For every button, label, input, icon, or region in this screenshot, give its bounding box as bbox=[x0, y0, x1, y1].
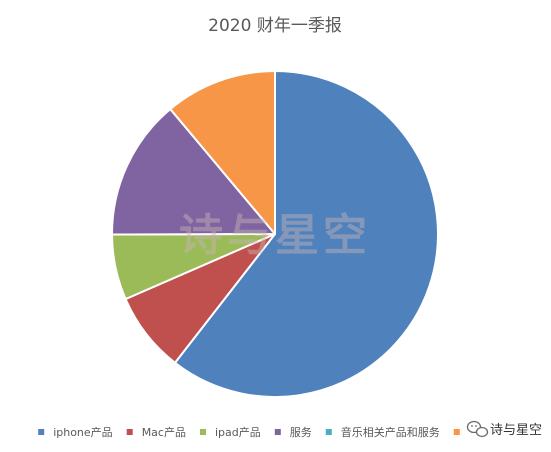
legend-marker-2 bbox=[200, 429, 206, 435]
pie-slices bbox=[110, 70, 439, 398]
legend-marker-0 bbox=[38, 429, 45, 435]
pie-slice-3 bbox=[110, 108, 276, 236]
legend-item-2: ipad产品 bbox=[200, 425, 261, 439]
chart-title: 2020 财年一季报 bbox=[208, 16, 342, 36]
legend-label-3: 服务 bbox=[290, 426, 312, 439]
legend-label-1: Mac产品 bbox=[142, 425, 186, 439]
legend-label-0: iphone产品 bbox=[53, 425, 112, 439]
legend-item-4: 音乐相关产品和服务 bbox=[325, 425, 440, 439]
legend-item-3: 服务 bbox=[274, 426, 312, 439]
legend-label-2: ipad产品 bbox=[215, 425, 261, 439]
badge-label: 诗与星空 bbox=[490, 423, 542, 438]
watermark: 诗与星空 bbox=[179, 210, 371, 261]
legend-marker-1 bbox=[126, 429, 133, 435]
legend-item-1: Mac产品 bbox=[126, 425, 186, 439]
legend-marker-5 bbox=[453, 429, 460, 435]
legend-marker-4 bbox=[325, 429, 332, 435]
legend-label-4: 音乐相关产品和服务 bbox=[341, 425, 440, 439]
wechat-icon bbox=[466, 420, 489, 438]
pie-slice-0 bbox=[174, 70, 439, 398]
legend-marker-3 bbox=[274, 429, 281, 435]
pie-slice-5 bbox=[169, 70, 276, 235]
legend-item-0: iphone产品 bbox=[38, 425, 113, 439]
